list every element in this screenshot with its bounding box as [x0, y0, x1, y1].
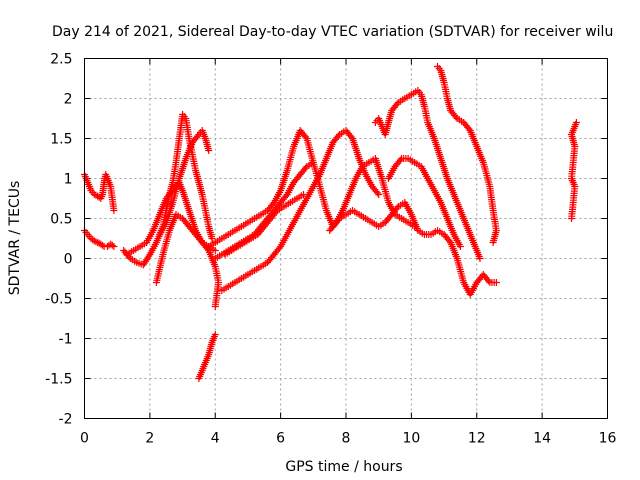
plot-frame	[84, 58, 608, 419]
y-axis-label: SDTVAR / TECUs	[7, 181, 23, 296]
data-point	[275, 244, 283, 252]
data-point	[396, 156, 404, 164]
series-arc-10	[218, 127, 383, 294]
y-tick-label: 1.5	[50, 132, 72, 148]
y-tick-label: -1	[59, 332, 73, 348]
data-point	[110, 243, 118, 250]
data-point	[300, 191, 307, 198]
data-point	[99, 241, 106, 249]
x-tick-label: 10	[402, 431, 420, 447]
x-tick-label: 4	[211, 431, 220, 447]
y-tick-label: -1.5	[45, 372, 72, 388]
series-arc-13	[329, 199, 500, 298]
series-arc-8	[205, 127, 337, 250]
data-point	[465, 125, 473, 133]
x-tick-label: 0	[80, 431, 89, 447]
data-point	[269, 200, 277, 208]
x-tick-label: 8	[342, 431, 351, 447]
data-point	[485, 277, 492, 285]
series-arc-17	[568, 119, 580, 222]
y-tick-label: 2	[64, 92, 73, 108]
y-tick-label: 2.5	[50, 52, 72, 68]
y-tick-label: 0	[64, 252, 73, 268]
data-point	[302, 133, 309, 141]
data-point	[145, 252, 153, 260]
data-point	[476, 255, 484, 262]
series-arc-14	[371, 87, 484, 262]
series-arc-16	[434, 63, 500, 246]
series-arc-15	[385, 155, 464, 250]
series-arc-6	[152, 211, 222, 310]
data-point	[110, 207, 118, 214]
y-tick-label: -2	[59, 412, 73, 428]
data-point	[211, 303, 219, 310]
data-point	[90, 237, 98, 245]
series-arc-11	[221, 191, 307, 258]
data-point	[492, 279, 500, 286]
data-point	[375, 191, 383, 198]
data-point	[108, 241, 116, 249]
y-tick-label: 1	[64, 172, 73, 188]
y-tick-label: -0.5	[45, 292, 72, 308]
data-point	[92, 238, 100, 246]
x-tick-label: 12	[468, 431, 486, 447]
data-point	[205, 147, 213, 154]
x-tick-label: 6	[276, 431, 285, 447]
data-point	[208, 235, 216, 242]
data-point	[456, 243, 464, 250]
x-tick-label: 16	[599, 431, 617, 447]
data-point	[489, 239, 497, 246]
data-point	[309, 159, 317, 166]
x-tick-label: 2	[145, 431, 154, 447]
x-tick-label: 14	[533, 431, 551, 447]
chart-title: Day 214 of 2021, Sidereal Day-to-day VTE…	[52, 24, 613, 40]
series-arc-7	[195, 331, 219, 382]
x-axis-label: GPS time / hours	[285, 459, 402, 475]
series-arc-5	[156, 127, 213, 238]
data-point	[347, 133, 355, 141]
data-point	[445, 237, 453, 245]
data-point	[373, 189, 381, 197]
data-point	[211, 331, 219, 338]
series-arc-1	[81, 171, 118, 214]
series-arc-2	[81, 227, 118, 250]
y-tick-label: 0.5	[50, 212, 72, 228]
data-point	[194, 132, 202, 140]
data-point	[90, 191, 98, 198]
data-point	[282, 192, 290, 200]
data-point	[211, 247, 219, 254]
data-point	[572, 119, 580, 126]
data-point	[94, 239, 102, 246]
